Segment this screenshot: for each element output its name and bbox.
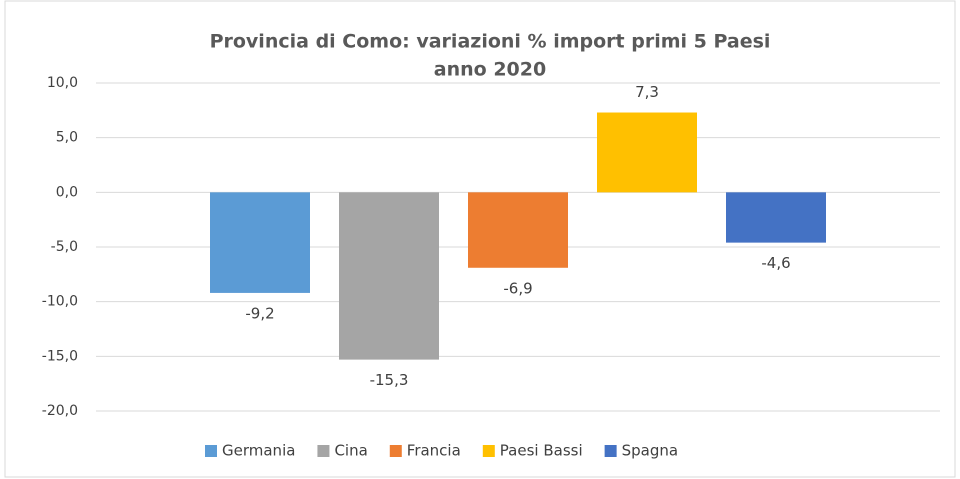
chart-title: anno 2020 [434, 59, 546, 81]
y-tick-label: -10,0 [42, 294, 78, 310]
legend-label: Spagna [622, 442, 678, 460]
chart-title: Provincia di Como: variazioni % import p… [210, 31, 771, 53]
legend-label: Germania [222, 442, 295, 460]
y-tick-label: -15,0 [42, 348, 78, 364]
y-tick-label: 10,0 [47, 75, 78, 91]
bar [210, 192, 310, 293]
chart-frame [4, 0, 956, 478]
y-tick-label: 0,0 [56, 184, 78, 200]
y-tick-label: -5,0 [51, 239, 78, 255]
legend-label: Paesi Bassi [500, 442, 583, 460]
bar [339, 192, 439, 360]
value-label: -4,6 [761, 254, 790, 272]
legend-swatch [205, 445, 217, 457]
value-label: 7,3 [635, 83, 659, 101]
legend-swatch [389, 445, 402, 457]
value-label: -6,9 [503, 279, 532, 297]
bar [468, 192, 568, 268]
bar [597, 112, 697, 193]
legend-label: Francia [407, 442, 461, 460]
value-label: -15,3 [370, 371, 409, 389]
legend-swatch [317, 445, 330, 457]
y-tick-label: 5,0 [56, 130, 78, 146]
y-tick-label: -20,0 [42, 403, 78, 419]
bar [726, 192, 826, 243]
legend-swatch [604, 445, 617, 457]
legend-label: Cina [334, 442, 367, 460]
value-label: -9,2 [245, 304, 274, 322]
legend-swatch [482, 445, 495, 457]
